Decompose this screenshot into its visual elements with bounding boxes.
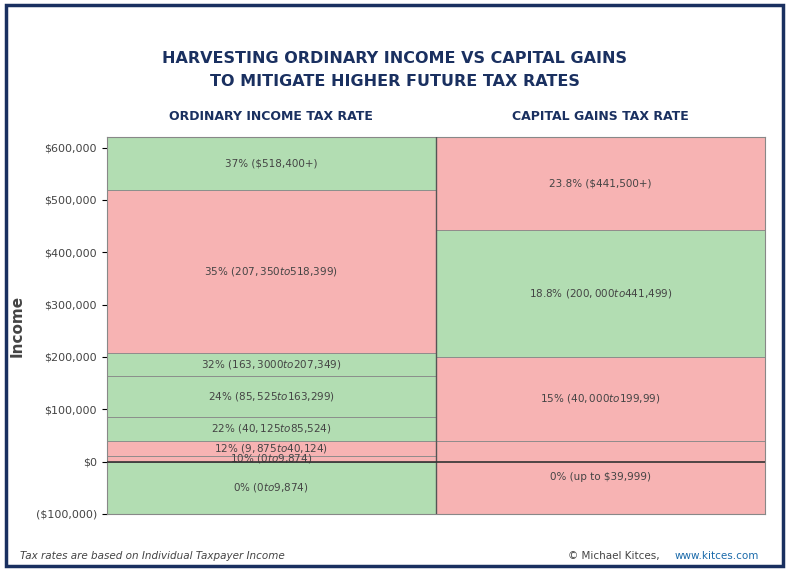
Text: © Michael Kitces,: © Michael Kitces,	[568, 550, 663, 561]
Text: 24% ($85,525 to $163,299): 24% ($85,525 to $163,299)	[208, 390, 335, 403]
Bar	[107, 461, 436, 514]
Bar	[107, 353, 436, 376]
Text: Tax rates are based on Individual Taxpayer Income: Tax rates are based on Individual Taxpay…	[20, 550, 285, 561]
Text: 37% ($518,400+): 37% ($518,400+)	[225, 159, 317, 168]
Bar	[107, 137, 436, 190]
Bar	[107, 441, 436, 456]
Y-axis label: Income: Income	[9, 295, 24, 356]
Text: 18.8% ($200,000 to $441,499): 18.8% ($200,000 to $441,499)	[529, 287, 672, 300]
Bar	[107, 456, 436, 461]
Text: 10% ($0 to $9,874): 10% ($0 to $9,874)	[230, 452, 312, 465]
Text: 23.8% ($441,500+): 23.8% ($441,500+)	[549, 179, 652, 189]
Bar	[107, 417, 436, 441]
Text: 35% ($207,350 to $518,399): 35% ($207,350 to $518,399)	[204, 265, 338, 278]
Bar	[107, 190, 436, 353]
Text: ORDINARY INCOME TAX RATE: ORDINARY INCOME TAX RATE	[170, 110, 373, 123]
Text: 22% ($40,125 to $85,524): 22% ($40,125 to $85,524)	[211, 422, 331, 435]
Bar	[436, 357, 765, 441]
Text: 0% ($0 to $9,874): 0% ($0 to $9,874)	[234, 481, 309, 494]
Bar	[107, 376, 436, 417]
Bar	[436, 441, 765, 514]
Text: 32% ($163,3000 to $207,349): 32% ($163,3000 to $207,349)	[201, 358, 342, 371]
Text: 15% ($40,000 to $199,99): 15% ($40,000 to $199,99)	[540, 392, 661, 405]
Text: www.kitces.com: www.kitces.com	[675, 550, 759, 561]
Text: TO MITIGATE HIGHER FUTURE TAX RATES: TO MITIGATE HIGHER FUTURE TAX RATES	[210, 74, 579, 89]
Text: 0% (up to $39,999): 0% (up to $39,999)	[550, 472, 651, 482]
Text: CAPITAL GAINS TAX RATE: CAPITAL GAINS TAX RATE	[512, 110, 689, 123]
Bar	[436, 137, 765, 231]
Text: 12% ($9,875 to $40,124): 12% ($9,875 to $40,124)	[215, 442, 328, 455]
Text: HARVESTING ORDINARY INCOME VS CAPITAL GAINS: HARVESTING ORDINARY INCOME VS CAPITAL GA…	[162, 51, 627, 66]
Bar	[436, 231, 765, 357]
